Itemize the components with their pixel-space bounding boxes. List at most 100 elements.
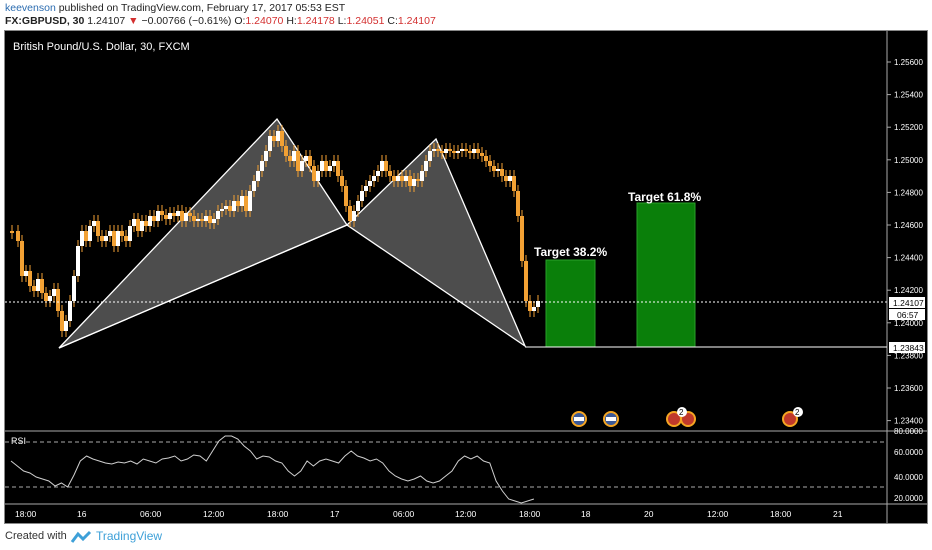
candle-body	[140, 221, 144, 231]
candle-body	[340, 176, 344, 186]
candle-body	[420, 171, 424, 181]
candle-body	[16, 231, 20, 241]
candle-body	[400, 176, 404, 181]
candle-body	[452, 151, 456, 153]
last-price: 1.24107	[87, 15, 126, 27]
candle-body	[332, 161, 336, 166]
candle-body	[172, 213, 176, 216]
candle-body	[32, 286, 36, 291]
low-label: L:	[337, 15, 347, 27]
candle-body	[388, 171, 392, 176]
harmonic-pattern[interactable]	[58, 117, 527, 349]
candle-body	[276, 131, 280, 141]
candle-body	[196, 219, 200, 221]
candle-body	[312, 166, 316, 181]
candle-body	[376, 171, 380, 176]
candle-body	[496, 169, 500, 171]
price-chart-canvas[interactable]: British Pound/U.S. Dollar, 30, FXCM Targ…	[5, 31, 927, 523]
candle-body	[448, 149, 452, 151]
candle-body	[440, 151, 444, 153]
author-link[interactable]: keevenson	[5, 2, 56, 14]
close-label: C:	[387, 15, 398, 27]
pattern-triangle-bcd[interactable]	[345, 137, 527, 348]
down-arrow-icon: ▼	[128, 15, 139, 27]
target-62-box[interactable]	[636, 202, 696, 348]
candle-body	[308, 156, 312, 166]
candle-body	[76, 246, 80, 276]
candle-body	[260, 161, 264, 171]
candle-body	[368, 181, 372, 186]
price-tick-label: 1.25200	[894, 123, 923, 132]
candle-body	[220, 209, 224, 211]
target-38-box[interactable]	[545, 259, 596, 348]
candle-body	[396, 176, 400, 181]
candle-body	[444, 149, 448, 153]
candle-body	[472, 149, 476, 153]
open-label: O:	[234, 15, 246, 27]
candle-body	[300, 161, 304, 171]
time-tick-label: 06:00	[393, 509, 415, 519]
target-62-label: Target 61.8%	[628, 190, 701, 204]
candle-body	[408, 176, 412, 186]
price-tick-label: 1.24600	[894, 221, 923, 230]
time-tick-label: 17	[330, 509, 340, 519]
candle-body	[380, 161, 384, 171]
candle-body	[208, 216, 212, 223]
candle-body	[328, 166, 332, 171]
candle-body	[524, 261, 528, 301]
candle-body	[536, 301, 540, 307]
candle-body	[484, 156, 488, 161]
candle-body	[48, 296, 52, 301]
price-tick-label: 1.23400	[894, 417, 923, 426]
published-text: published on TradingView.com, February 1…	[58, 2, 346, 14]
candle-body	[520, 216, 524, 261]
publish-header: keevenson published on TradingView.com, …	[0, 0, 932, 30]
candle-body	[252, 181, 256, 191]
current-price-box	[889, 297, 925, 308]
price-tick-label: 1.24800	[894, 188, 923, 197]
candle-body	[56, 289, 60, 311]
candle-body	[216, 211, 220, 219]
time-tick-label: 18:00	[267, 509, 289, 519]
candle-body	[112, 231, 116, 246]
candle-body	[272, 136, 276, 141]
chart-pane[interactable]: British Pound/U.S. Dollar, 30, FXCM Targ…	[4, 30, 928, 524]
candle-body	[128, 226, 132, 241]
created-with-text: Created with	[5, 530, 67, 542]
candle-body	[176, 211, 180, 216]
candle-body	[528, 301, 532, 311]
candle-body	[268, 136, 272, 151]
candle-body	[180, 211, 184, 221]
tradingview-brand[interactable]: TradingView	[96, 529, 163, 543]
candle-body	[320, 161, 324, 171]
candle-body	[188, 213, 192, 216]
pattern-line-xb[interactable]	[58, 224, 348, 349]
candle-body	[100, 236, 104, 241]
economic-events[interactable]: 2 2	[571, 407, 803, 427]
candle-body	[148, 216, 152, 226]
candle-body	[364, 186, 368, 191]
candle-body	[84, 231, 88, 241]
symbol-label: FX:GBPUSD, 30	[5, 15, 85, 27]
time-tick-label: 12:00	[455, 509, 477, 519]
candle-body	[296, 151, 300, 171]
candle-body	[316, 171, 320, 181]
current-price-label: 1.24107	[893, 298, 924, 308]
candle-body	[264, 151, 268, 161]
low-value: 1.24051	[346, 15, 385, 27]
candle-body	[424, 161, 428, 171]
candle-body	[256, 171, 260, 181]
candle-body	[120, 231, 124, 236]
price-tick-label: 1.25600	[894, 58, 923, 67]
price-axis[interactable]: 1.25600 1.25400 1.25200 1.25000 1.24800 1.246…	[887, 58, 923, 426]
rsi-tick-label: 60.0000	[894, 448, 923, 457]
instrument-title: British Pound/U.S. Dollar, 30, FXCM	[13, 41, 190, 53]
candle-body	[164, 215, 168, 219]
candle-body	[504, 176, 508, 181]
time-axis[interactable]: 18:00 16 06:00 12:00 18:00 17 06:00 12:00 18:00 1…	[15, 509, 843, 519]
candle-body	[144, 221, 148, 226]
candle-body	[324, 161, 328, 171]
event-count-text: 2	[679, 408, 684, 417]
rsi-axis[interactable]: 80.0000 60.0000 40.0000 20.0000	[894, 427, 923, 503]
rsi-label: RSI	[11, 436, 26, 446]
